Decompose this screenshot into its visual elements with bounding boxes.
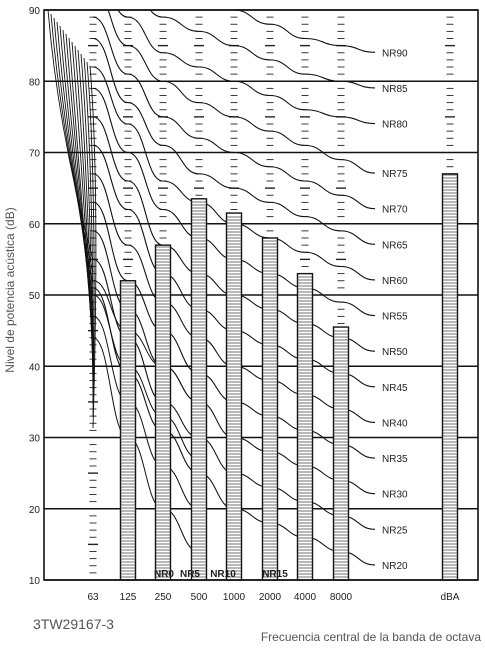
nr-label-NR50: NR50 xyxy=(382,347,408,358)
y-tick-label-50: 50 xyxy=(29,291,41,302)
nr-label-NR80: NR80 xyxy=(382,120,408,131)
nr-label-NR70: NR70 xyxy=(382,205,408,216)
bar-8000 xyxy=(332,326,350,581)
fan-line xyxy=(83,57,94,405)
bar-hatch-8000 xyxy=(333,330,349,578)
plot-border xyxy=(43,9,479,581)
fan-line xyxy=(50,13,94,273)
x-tick-label-8000: 8000 xyxy=(330,592,353,603)
nr-curve-low-2 xyxy=(92,315,200,510)
nr-label-NR65: NR65 xyxy=(382,240,408,251)
nr-curve-low-3 xyxy=(92,337,200,552)
bottom-curve-label-NR0: NR0 xyxy=(154,569,174,580)
nr-curve-NR70 xyxy=(92,16,376,210)
bottom-curve-label-NR5: NR5 xyxy=(180,569,200,580)
y-tick-label-90: 90 xyxy=(29,6,41,17)
y-tick-label-10: 10 xyxy=(29,576,41,587)
y-tick-label-80: 80 xyxy=(29,77,41,88)
nr-label-NR60: NR60 xyxy=(382,276,408,287)
fan-line xyxy=(89,65,97,429)
x-tick-label-4000: 4000 xyxy=(294,592,317,603)
fan-line xyxy=(53,17,94,285)
figure-code: 3TW29167-3 xyxy=(33,616,114,632)
bottom-curve-label-NR15: NR15 xyxy=(262,569,288,580)
bar-hatch-dBA xyxy=(442,174,458,578)
nr-label-NR40: NR40 xyxy=(382,418,408,429)
fan-line xyxy=(86,61,95,417)
bar-hatch-125 xyxy=(120,282,136,578)
nr-label-NR90: NR90 xyxy=(382,48,408,59)
nr-curve-NR80 xyxy=(117,10,376,125)
x-tick-label-2000: 2000 xyxy=(259,592,282,603)
y-tick-label-20: 20 xyxy=(29,505,41,516)
nr-label-NR30: NR30 xyxy=(382,490,408,501)
x-axis-label: Frecuencia central de la banda de octava xyxy=(260,630,481,644)
x-tick-label-500: 500 xyxy=(191,592,208,603)
nr-label-NR45: NR45 xyxy=(382,383,408,394)
bar-hatch-2000 xyxy=(262,240,278,578)
bar-hatch-4000 xyxy=(297,276,313,578)
x-tick-label-125: 125 xyxy=(120,592,137,603)
fan-line xyxy=(80,53,94,393)
nr-curve-low-0 xyxy=(92,280,200,403)
bar-hatch-250 xyxy=(155,246,171,578)
nr-curve-NR75 xyxy=(107,10,376,174)
nr-curve-NR40 xyxy=(92,173,376,424)
nr-curve-NR85 xyxy=(149,10,376,89)
bar-250 xyxy=(154,244,172,581)
nr-label-NR20: NR20 xyxy=(382,561,408,572)
y-tick-label-30: 30 xyxy=(29,434,41,445)
bottom-curve-label-NR10: NR10 xyxy=(210,569,236,580)
x-tick-label-dBA: dBA xyxy=(441,592,460,603)
nr-label-NR35: NR35 xyxy=(382,454,408,465)
x-tick-label-250: 250 xyxy=(155,592,172,603)
y-tick-label-60: 60 xyxy=(29,220,41,231)
fan-line xyxy=(77,49,94,381)
fan-line xyxy=(47,10,94,261)
fan-line xyxy=(71,41,94,357)
nr-label-NR55: NR55 xyxy=(382,312,408,323)
x-tick-label-1000: 1000 xyxy=(223,592,246,603)
nr-curve-NR90 xyxy=(228,10,376,53)
nr-curve-NR65 xyxy=(92,37,376,245)
y-axis-label-wrap: Nivel de potencia acústica (dB) xyxy=(0,0,20,580)
y-tick-label-40: 40 xyxy=(29,362,41,373)
nr-curves xyxy=(47,10,376,566)
y-axis-label: Nivel de potencia acústica (dB) xyxy=(3,207,17,373)
nr-label-NR25: NR25 xyxy=(382,525,408,536)
bar-hatch-500 xyxy=(191,201,207,578)
bar-hatch-1000 xyxy=(226,216,242,578)
nr-label-NR85: NR85 xyxy=(382,84,408,95)
x-tick-label-63: 63 xyxy=(87,592,99,603)
nr-label-NR75: NR75 xyxy=(382,169,408,180)
y-tick-label-70: 70 xyxy=(29,149,41,160)
nr-curve-low-1 xyxy=(92,294,200,460)
